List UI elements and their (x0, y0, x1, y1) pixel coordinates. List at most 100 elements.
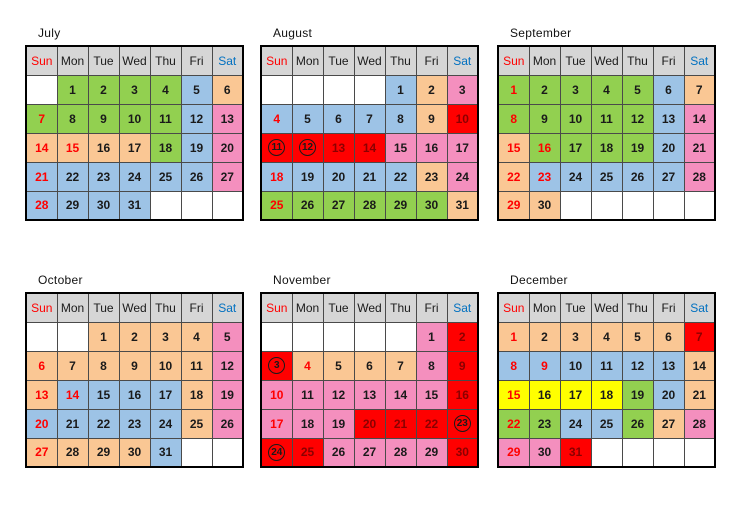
weekday-header-fri: Fri (415, 45, 448, 76)
day-cell-august-7: 7 (353, 103, 386, 134)
day-cell-august-28: 28 (353, 190, 386, 221)
month-title-december: December (510, 273, 568, 287)
day-cell-july-12: 12 (180, 103, 213, 134)
empty-cell (590, 437, 623, 468)
day-cell-september-18: 18 (590, 132, 623, 163)
day-cell-august-10: 10 (446, 103, 479, 134)
day-cell-july-25: 25 (149, 161, 182, 192)
day-cell-october-19: 19 (211, 379, 244, 410)
day-cell-july-23: 23 (87, 161, 120, 192)
day-cell-october-8: 8 (87, 350, 120, 381)
month-table-october: Sun Mon Tue Wed Thu Fri Sat 1 2 3 4 5 6 7 8 9 10 11 12 13 14… (25, 292, 244, 468)
week-row: 4 5 6 7 8 9 10 (260, 103, 479, 134)
day-cell-september-30: 30 (528, 190, 561, 221)
day-cell-november-29: 29 (415, 437, 448, 468)
day-cell-october-7: 7 (56, 350, 89, 381)
empty-cell (353, 321, 386, 352)
day-cell-july-10: 10 (118, 103, 151, 134)
day-cell-november-7: 7 (384, 350, 417, 381)
day-cell-august-20: 20 (322, 161, 355, 192)
weekday-header-fri: Fri (180, 292, 213, 323)
day-cell-november-22: 22 (415, 408, 448, 439)
weekday-header-tue: Tue (87, 45, 120, 76)
day-cell-december-27: 27 (652, 408, 685, 439)
empty-cell (291, 321, 324, 352)
empty-cell (260, 321, 293, 352)
week-row: 22 23 24 25 26 27 28 (497, 408, 716, 439)
day-cell-december-21: 21 (683, 379, 716, 410)
day-cell-september-25: 25 (590, 161, 623, 192)
week-row: 8 9 10 11 12 13 14 (497, 350, 716, 381)
day-cell-august-18: 18 (260, 161, 293, 192)
weekday-header-mon: Mon (56, 45, 89, 76)
day-cell-november-15: 15 (415, 379, 448, 410)
weekday-header-fri: Fri (180, 45, 213, 76)
month-block-september: September Sun Mon Tue Wed Thu Fri Sat 1 2 3 4 5 6 7 8 9 1… (497, 26, 719, 221)
day-cell-july-11: 11 (149, 103, 182, 134)
weekday-header-row: Sun Mon Tue Wed Thu Fri Sat (25, 45, 244, 76)
week-row: 11 12 13 14 15 16 17 (260, 132, 479, 163)
day-cell-july-17: 17 (118, 132, 151, 163)
day-cell-december-18: 18 (590, 379, 623, 410)
empty-cell (149, 190, 182, 221)
day-cell-december-13: 13 (652, 350, 685, 381)
day-cell-november-30: 30 (446, 437, 479, 468)
day-cell-december-5: 5 (621, 321, 654, 352)
day-cell-october-29: 29 (87, 437, 120, 468)
day-cell-december-4: 4 (590, 321, 623, 352)
weekday-header-thu: Thu (149, 292, 182, 323)
day-cell-october-30: 30 (118, 437, 151, 468)
month-table-august: Sun Mon Tue Wed Thu Fri Sat 1 2 3 4 5 6 7 8 9 10 11 12 13 14… (260, 45, 479, 221)
day-cell-september-29: 29 (497, 190, 530, 221)
day-cell-december-25: 25 (590, 408, 623, 439)
day-cell-september-8: 8 (497, 103, 530, 134)
month-table-september: Sun Mon Tue Wed Thu Fri Sat 1 2 3 4 5 6 7 8 9 10 11 12 13 14… (497, 45, 716, 221)
day-cell-august-19: 19 (291, 161, 324, 192)
empty-cell (683, 437, 716, 468)
empty-cell (25, 321, 58, 352)
day-cell-october-27: 27 (25, 437, 58, 468)
day-cell-july-26: 26 (180, 161, 213, 192)
empty-cell (621, 190, 654, 221)
weekday-header-mon: Mon (56, 292, 89, 323)
day-cell-september-27: 27 (652, 161, 685, 192)
week-row: 15 16 17 18 19 20 21 (497, 132, 716, 163)
week-row: 8 9 10 11 12 13 14 (497, 103, 716, 134)
day-cell-october-24: 24 (149, 408, 182, 439)
week-row: 10 11 12 13 14 15 16 (260, 379, 479, 410)
day-cell-july-18: 18 (149, 132, 182, 163)
day-cell-october-12: 12 (211, 350, 244, 381)
day-cell-september-19: 19 (621, 132, 654, 163)
weekday-header-row: Sun Mon Tue Wed Thu Fri Sat (497, 45, 716, 76)
day-cell-august-9: 9 (415, 103, 448, 134)
day-cell-october-25: 25 (180, 408, 213, 439)
day-cell-december-20: 20 (652, 379, 685, 410)
circled-day-number: 24 (268, 444, 286, 461)
day-cell-september-23: 23 (528, 161, 561, 192)
day-cell-october-14: 14 (56, 379, 89, 410)
weekday-header-wed: Wed (590, 45, 623, 76)
day-cell-august-12: 12 (291, 132, 324, 163)
day-cell-december-19: 19 (621, 379, 654, 410)
weekday-header-row: Sun Mon Tue Wed Thu Fri Sat (260, 45, 479, 76)
day-cell-september-26: 26 (621, 161, 654, 192)
weekday-header-thu: Thu (149, 45, 182, 76)
day-cell-september-17: 17 (559, 132, 592, 163)
week-row: 27 28 29 30 31 (25, 437, 244, 468)
empty-cell (211, 437, 244, 468)
weekday-header-thu: Thu (621, 45, 654, 76)
day-cell-october-2: 2 (118, 321, 151, 352)
weekday-header-wed: Wed (118, 292, 151, 323)
day-cell-november-13: 13 (353, 379, 386, 410)
day-cell-july-20: 20 (211, 132, 244, 163)
day-cell-october-31: 31 (149, 437, 182, 468)
weekday-header-thu: Thu (384, 45, 417, 76)
empty-cell (322, 74, 355, 105)
empty-cell (652, 190, 685, 221)
day-cell-august-11: 11 (260, 132, 293, 163)
day-cell-august-22: 22 (384, 161, 417, 192)
day-cell-december-10: 10 (559, 350, 592, 381)
week-row: 21 22 23 24 25 26 27 (25, 161, 244, 192)
day-cell-july-9: 9 (87, 103, 120, 134)
